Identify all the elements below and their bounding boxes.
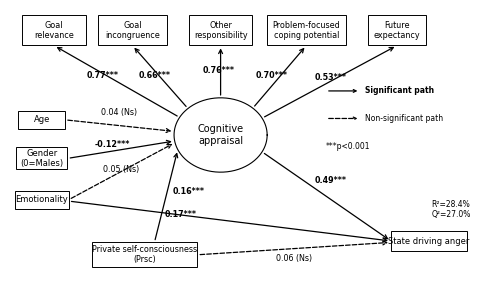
Text: Goal
relevance: Goal relevance [34, 21, 74, 40]
FancyArrowPatch shape [72, 201, 386, 242]
FancyArrowPatch shape [218, 50, 222, 95]
Text: Other
responsibility: Other responsibility [194, 21, 248, 40]
FancyArrowPatch shape [264, 47, 394, 117]
FancyArrowPatch shape [328, 117, 356, 120]
Text: Non-significant path: Non-significant path [365, 114, 444, 123]
Text: R²=28.4%
Q²=27.0%: R²=28.4% Q²=27.0% [431, 200, 470, 219]
FancyBboxPatch shape [22, 15, 86, 46]
Polygon shape [174, 98, 267, 172]
Text: 0.06 (Ns): 0.06 (Ns) [276, 254, 312, 263]
FancyBboxPatch shape [391, 231, 467, 251]
FancyArrowPatch shape [70, 140, 170, 158]
FancyBboxPatch shape [267, 15, 345, 46]
Text: 0.05 (Ns): 0.05 (Ns) [104, 166, 140, 175]
Text: 0.16***: 0.16*** [173, 187, 205, 196]
FancyArrowPatch shape [71, 144, 172, 198]
Text: 0.77***: 0.77*** [87, 71, 119, 80]
Text: -0.12***: -0.12*** [94, 140, 130, 149]
Text: Goal
incongruence: Goal incongruence [105, 21, 160, 40]
FancyBboxPatch shape [368, 15, 426, 46]
Text: Emotionality: Emotionality [16, 195, 68, 204]
Text: Cognitive
appraisal: Cognitive appraisal [198, 124, 244, 146]
FancyBboxPatch shape [189, 15, 252, 46]
Text: State driving anger: State driving anger [388, 237, 469, 246]
FancyArrowPatch shape [200, 241, 386, 255]
Text: 0.49***: 0.49*** [315, 176, 347, 185]
Text: Future
expectancy: Future expectancy [374, 21, 420, 40]
FancyArrowPatch shape [155, 154, 178, 240]
FancyArrowPatch shape [254, 49, 304, 106]
Text: Age: Age [34, 115, 50, 124]
Text: Gender
(0=Males): Gender (0=Males) [20, 149, 64, 168]
FancyBboxPatch shape [92, 243, 198, 267]
Text: 0.70***: 0.70*** [256, 71, 288, 80]
Text: ***p<0.001: ***p<0.001 [326, 142, 370, 151]
FancyArrowPatch shape [58, 47, 177, 116]
Text: Private self-consciousness
(Prsc): Private self-consciousness (Prsc) [92, 245, 197, 264]
FancyArrowPatch shape [68, 120, 170, 132]
FancyArrowPatch shape [328, 90, 356, 92]
FancyBboxPatch shape [15, 191, 68, 209]
Text: 0.17***: 0.17*** [164, 210, 196, 219]
FancyArrowPatch shape [264, 153, 388, 239]
FancyArrowPatch shape [135, 49, 186, 106]
FancyBboxPatch shape [18, 111, 65, 129]
Text: Problem-focused
coping potential: Problem-focused coping potential [272, 21, 340, 40]
Text: 0.66***: 0.66*** [138, 71, 170, 80]
FancyBboxPatch shape [16, 147, 68, 169]
Text: 0.04 (Ns): 0.04 (Ns) [101, 108, 137, 117]
Text: Significant path: Significant path [365, 87, 434, 96]
FancyBboxPatch shape [98, 15, 166, 46]
Text: 0.76***: 0.76*** [202, 66, 234, 75]
Text: 0.53***: 0.53*** [315, 73, 347, 82]
